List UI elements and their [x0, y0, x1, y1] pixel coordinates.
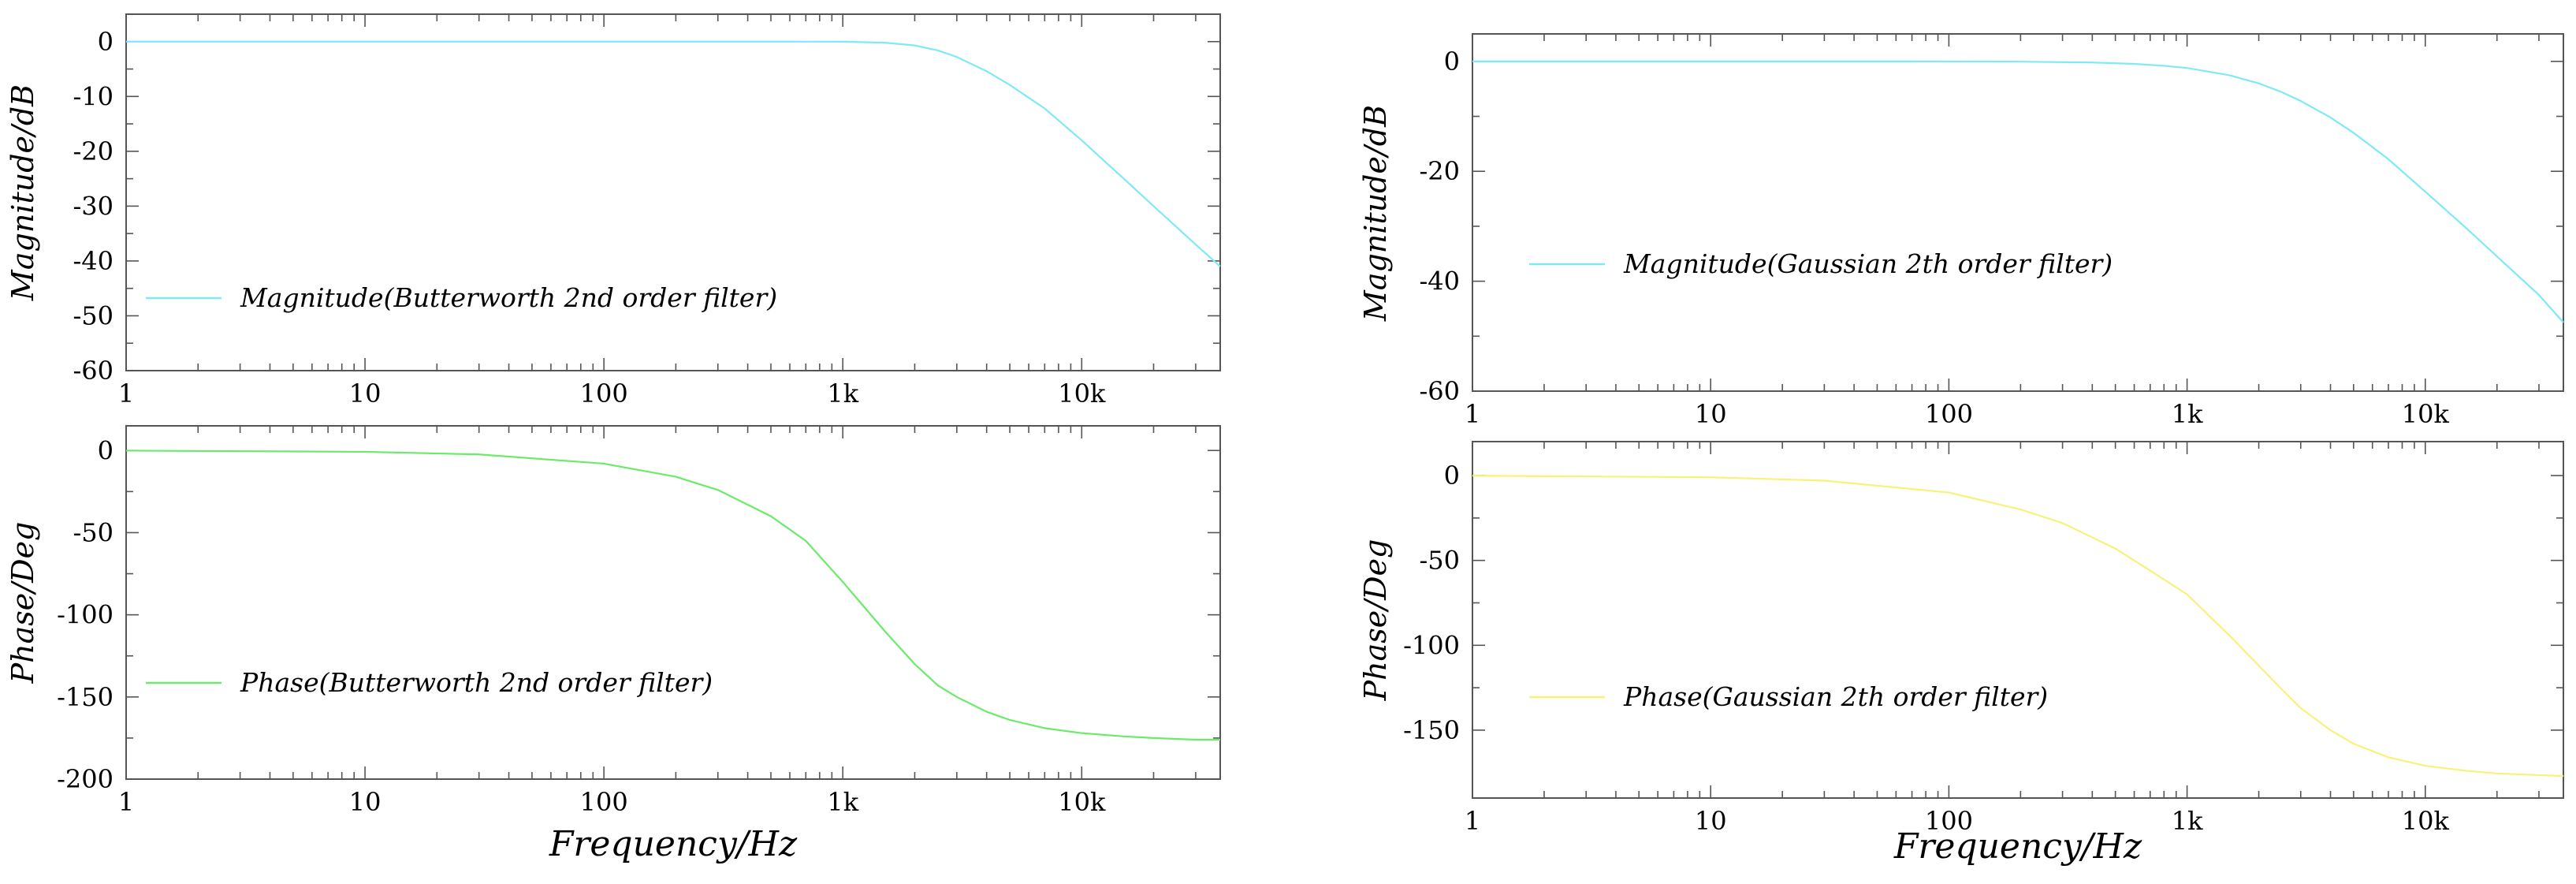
y-axis-title: Magnitude/dB	[6, 84, 40, 301]
x-tick-label: 10	[349, 787, 382, 817]
x-tick-label: 1k	[827, 787, 858, 817]
x-tick-label: 1	[1465, 399, 1480, 429]
chart-panel-bottom-left: 1 10 100 1k 10k 0 -50 -100 -150 -200 Phase/Deg Freq…	[6, 425, 1221, 864]
y-tick-label: -100	[57, 600, 114, 630]
y-tick-label: -10	[73, 81, 114, 111]
x-tick-label: 100	[580, 379, 628, 408]
x-tick-label: 10	[349, 379, 382, 408]
x-tick-label: 1k	[2172, 399, 2203, 429]
chart-panel-bottom-right: 1 10 100 1k 10k 0 -50 -100 -150 Phase/Deg Frequenc…	[1358, 441, 2564, 867]
y-tick-label: -50	[73, 300, 114, 330]
y-tick-label: 0	[98, 435, 114, 465]
y-tick-label: -20	[1419, 156, 1460, 186]
x-tick-label: 100	[580, 787, 628, 817]
plot-frame	[125, 13, 1221, 371]
y-tick-label: -200	[57, 764, 114, 794]
y-tick-label: -100	[1403, 630, 1460, 660]
series-line-0-0	[126, 40, 1221, 267]
series-line-2-0	[1472, 60, 2564, 323]
y-tick-label: -150	[57, 682, 114, 712]
x-tick-label: 10k	[2402, 399, 2450, 429]
x-tick-label: 10k	[1058, 379, 1106, 408]
y-tick-label: -40	[1419, 267, 1460, 297]
y-tick-label: 0	[98, 27, 114, 57]
x-tick-label: 10	[1695, 399, 1727, 429]
x-tick-label: 1k	[2172, 806, 2203, 836]
x-tick-label: 100	[1925, 806, 1973, 836]
legend-label: Phase(Butterworth 2nd order filter)	[240, 667, 713, 698]
plot-frame	[1472, 441, 2564, 799]
y-tick-label: -50	[73, 517, 114, 547]
y-tick-label: 0	[1444, 47, 1460, 76]
y-tick-label: -30	[73, 191, 114, 221]
plot-frame	[1472, 33, 2564, 392]
x-tick-label: 10	[1695, 806, 1727, 836]
x-tick-label: 10k	[1058, 787, 1106, 817]
y-axis-title: Phase/Deg	[1358, 539, 1393, 702]
plot-frame	[125, 425, 1221, 780]
x-tick-label: 1k	[827, 379, 858, 408]
x-axis-title: Frequency/Hz	[1893, 826, 2142, 867]
x-axis-title: Frequency/Hz	[549, 824, 798, 864]
series-line-3-0	[1472, 475, 2564, 778]
y-tick-label: -150	[1403, 715, 1460, 745]
y-tick-label: 0	[1444, 461, 1460, 490]
chart-panel-top-left: 1 10 100 1k 10k 0 -10 -20 -30 -40 -50 -60 Magnitude/…	[6, 13, 1221, 408]
x-tick-label: 1	[118, 379, 134, 408]
legend-label: Phase(Gaussian 2th order filter)	[1623, 681, 2048, 712]
y-tick-label: -60	[73, 356, 114, 386]
x-tick-label: 10k	[2402, 806, 2450, 836]
y-tick-label: -40	[73, 246, 114, 276]
y-tick-label: -50	[1419, 546, 1460, 576]
y-tick-label: -20	[73, 136, 114, 166]
y-axis-title: Phase/Deg	[6, 522, 40, 684]
legend-label: Magnitude(Butterworth 2nd order filter)	[240, 282, 777, 313]
legend-label: Magnitude(Gaussian 2th order filter)	[1623, 248, 2113, 279]
chart-panel-top-right: 1 10 100 1k 10k 0 -20 -40 -60 Magnitude/dB Magnitu…	[1358, 33, 2564, 429]
y-tick-label: -60	[1419, 376, 1460, 406]
x-tick-label: 1	[1465, 806, 1480, 836]
x-tick-label: 1	[118, 787, 134, 817]
series-line-1-0	[125, 449, 1220, 741]
y-axis-title: Magnitude/dB	[1358, 105, 1393, 322]
x-tick-label: 100	[1925, 399, 1973, 429]
